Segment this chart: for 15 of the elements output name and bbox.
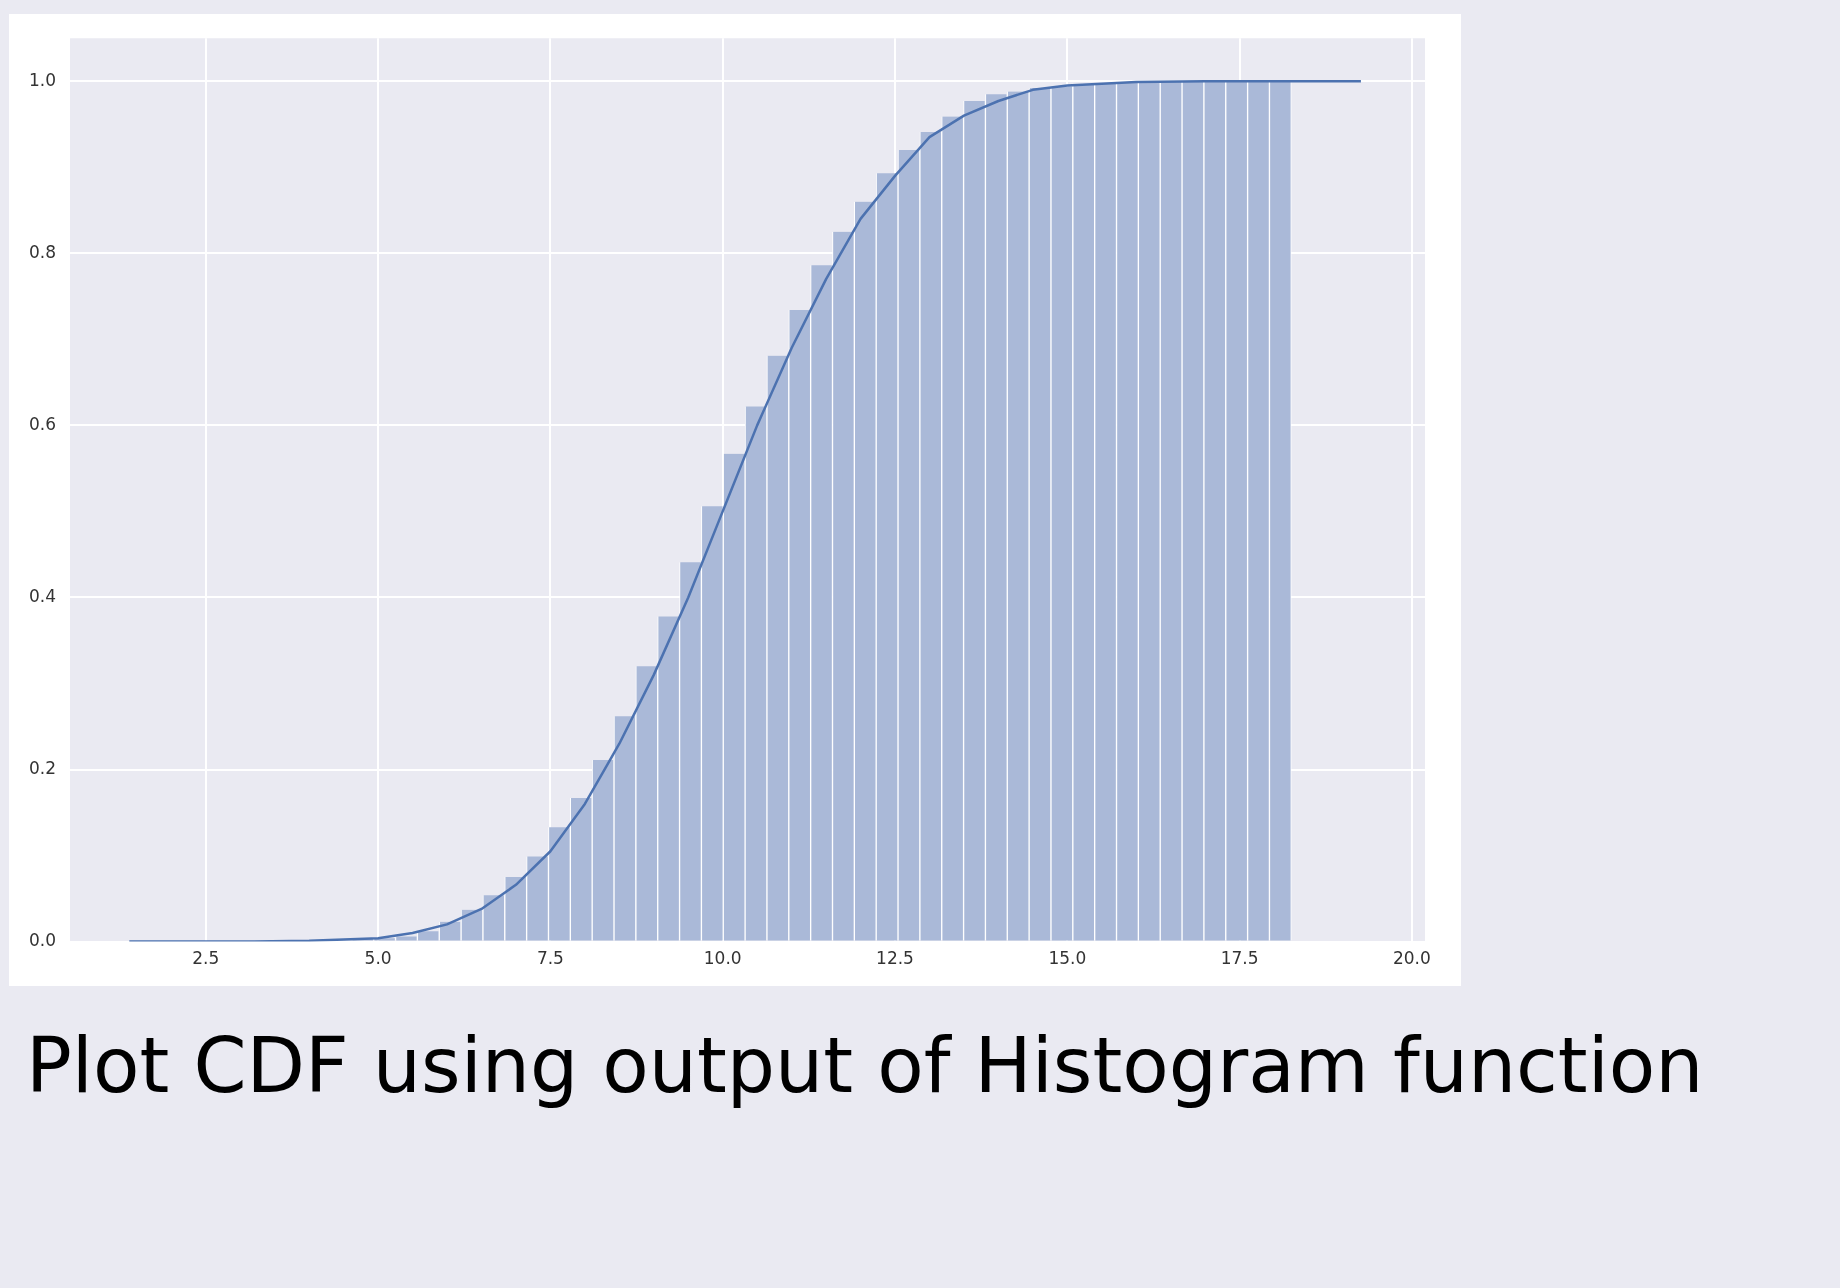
x-tick-label: 5.0: [364, 948, 392, 969]
text: Plot CDF using output of Histogram function: [26, 1020, 1705, 1112]
x-tick-label: 10.0: [703, 948, 742, 969]
x-tick-label: 15.0: [1048, 948, 1087, 969]
y-tick-label: 0.6: [28, 413, 57, 434]
x-tick-label: 17.5: [1220, 948, 1259, 969]
y-tick-label: 0.2: [28, 757, 57, 778]
y-tick-label: 0.0: [28, 930, 57, 951]
y-tick-label: 0.4: [28, 585, 57, 606]
y-tick-label: 1.0: [28, 69, 57, 90]
x-tick-label: 12.5: [876, 948, 914, 969]
x-tick-label: 7.5: [536, 948, 564, 969]
y-tick-label: 0.8: [28, 241, 57, 262]
x-tick-label: 2.5: [192, 948, 220, 969]
x-tick-label: 20.0: [1392, 948, 1431, 969]
